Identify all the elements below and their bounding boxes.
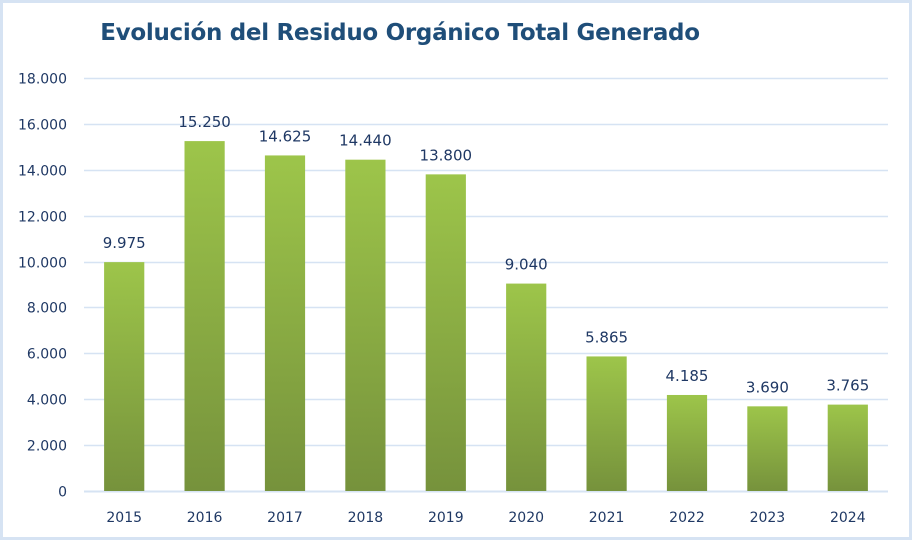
bar xyxy=(104,262,145,491)
x-tick-label: 2019 xyxy=(428,510,464,526)
x-tick-label: 2024 xyxy=(830,510,866,526)
data-label: 4.185 xyxy=(666,367,709,385)
x-tick-label: 2022 xyxy=(669,510,705,526)
y-tick-label: 14.000 xyxy=(18,164,67,180)
data-label: 9.975 xyxy=(103,234,146,252)
data-label: 9.040 xyxy=(505,256,548,274)
y-tick-label: 12.000 xyxy=(18,210,67,226)
data-label: 14.440 xyxy=(339,132,392,150)
y-tick-label: 0 xyxy=(58,485,67,501)
y-tick-label: 4.000 xyxy=(27,393,67,409)
bar xyxy=(586,356,627,491)
data-label: 5.865 xyxy=(585,328,628,346)
bar xyxy=(666,394,708,491)
data-label: 13.800 xyxy=(420,146,473,164)
bar xyxy=(264,155,306,491)
bar xyxy=(506,283,547,491)
y-tick-label: 18.000 xyxy=(18,72,67,88)
y-tick-label: 16.000 xyxy=(18,118,67,134)
y-tick-label: 6.000 xyxy=(27,347,67,363)
data-label: 3.690 xyxy=(746,378,789,396)
data-label: 14.625 xyxy=(259,127,312,145)
x-tick-label: 2016 xyxy=(187,510,223,526)
chart-title: Evolución del Residuo Orgánico Total Gen… xyxy=(100,20,700,46)
data-label: 3.765 xyxy=(826,377,869,395)
bar xyxy=(747,406,788,491)
x-tick-label: 2021 xyxy=(589,510,625,526)
x-tick-label: 2020 xyxy=(508,510,544,526)
bar xyxy=(425,174,466,491)
data-label: 15.250 xyxy=(178,113,231,131)
y-tick-label: 8.000 xyxy=(27,301,67,317)
x-tick-label: 2017 xyxy=(267,510,303,526)
x-tick-label: 2015 xyxy=(106,510,142,526)
bar xyxy=(345,159,386,491)
x-tick-label: 2018 xyxy=(348,510,384,526)
x-tick-label: 2023 xyxy=(750,510,786,526)
y-tick-label: 10.000 xyxy=(18,256,67,272)
y-tick-label: 2.000 xyxy=(27,439,67,455)
bar xyxy=(184,141,225,491)
bar xyxy=(827,404,868,491)
